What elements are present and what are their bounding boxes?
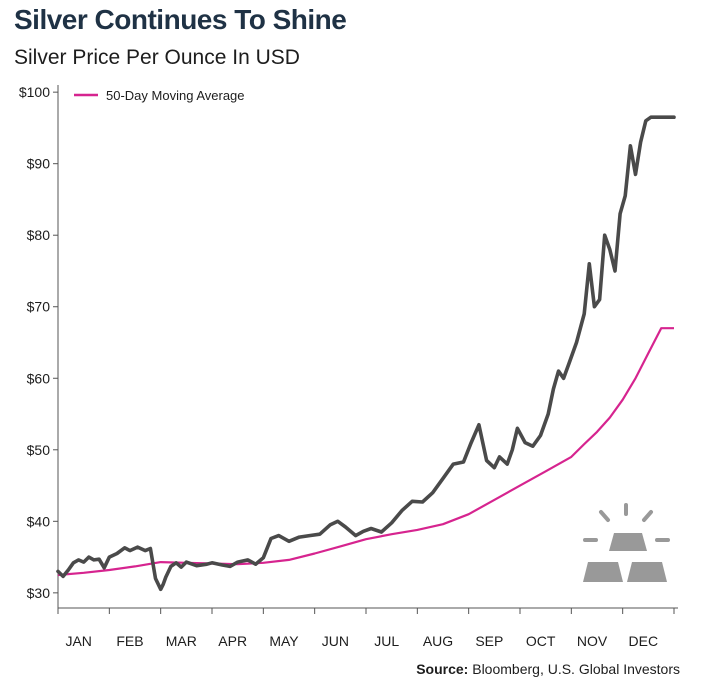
x-tick-label: JAN bbox=[65, 633, 91, 649]
source-text: Bloomberg, U.S. Global Investors bbox=[472, 661, 680, 677]
chart-legend: 50-Day Moving Average bbox=[74, 88, 245, 103]
chart-axes: $30 $40 $50 $60 $70 $80 $90 $100 JAN FEB MAR APR MAY… bbox=[19, 84, 678, 649]
x-tick-label: APR bbox=[218, 633, 247, 649]
x-tick-label: FEB bbox=[116, 633, 143, 649]
legend-label-moving-average: 50-Day Moving Average bbox=[106, 88, 245, 103]
y-tick-label: $90 bbox=[27, 156, 51, 172]
chart-title: Silver Continues To Shine bbox=[14, 4, 347, 35]
x-tick-label: JUL bbox=[374, 633, 399, 649]
x-tick-label: AUG bbox=[423, 633, 453, 649]
x-tick-label: SEP bbox=[475, 633, 503, 649]
moving-average-line bbox=[57, 327, 674, 577]
price-line bbox=[56, 115, 676, 592]
x-tick-label: DEC bbox=[629, 633, 659, 649]
silver-bar-shape bbox=[627, 562, 667, 582]
moving-average-line-group bbox=[57, 327, 674, 577]
silver-bars-icon bbox=[583, 503, 670, 582]
sparkle-ray bbox=[642, 510, 653, 522]
y-tick-label: $40 bbox=[27, 513, 51, 529]
source-label: Source: bbox=[416, 661, 469, 677]
x-tick-label: MAR bbox=[166, 633, 197, 649]
x-tick-label: JUN bbox=[322, 633, 349, 649]
price-line-group bbox=[56, 115, 676, 592]
y-tick-label: $50 bbox=[27, 442, 51, 458]
y-tick-label: $100 bbox=[19, 84, 50, 100]
sparkle-ray bbox=[599, 510, 610, 522]
source-note: Source: Bloomberg, U.S. Global Investors bbox=[416, 661, 680, 677]
x-tick-label: NOV bbox=[577, 633, 608, 649]
silver-bar-shape bbox=[609, 533, 647, 551]
y-tick-label: $70 bbox=[27, 299, 51, 315]
x-tick-label: MAY bbox=[269, 633, 299, 649]
y-tick-label: $30 bbox=[27, 585, 51, 601]
x-tick-label: OCT bbox=[526, 633, 556, 649]
chart-subtitle: Silver Price Per Ounce In USD bbox=[14, 46, 300, 69]
y-tick-label: $80 bbox=[27, 227, 51, 243]
silver-bar-shape bbox=[583, 562, 623, 582]
y-tick-label: $60 bbox=[27, 370, 51, 386]
